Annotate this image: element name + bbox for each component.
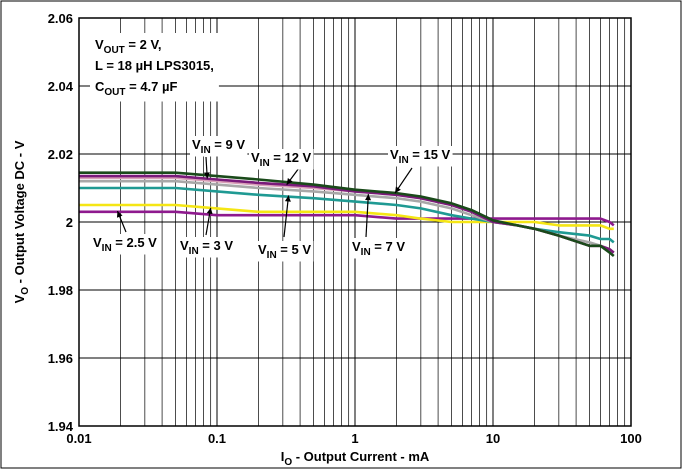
condition-line-0-part: OUT [104,45,125,56]
series-label-bg-1 [178,237,236,258]
series-label-bg-0 [91,234,160,255]
series-label-4-part: = 9 V [211,137,246,152]
condition-line-0-part: = 2 V, [125,37,162,52]
y-tick-label: 2 [66,215,73,230]
series-label-bg-3 [350,238,408,259]
series-label-4: VIN = 9 V [192,137,245,156]
x-tick-label: 0.1 [208,431,226,446]
x-axis-title: IO - Output Current - mA [281,449,430,468]
axes: 0.01 0.1 1 10 1001.941.961.9822.022.042.06IO… [12,11,642,468]
x-tick-label: 10 [486,431,500,446]
x-tick-label: 100 [620,431,642,446]
series-label-3-part: = 7 V [371,239,406,254]
condition-line-2-part: OUT [104,87,125,98]
condition-line-2-part: = 4.7 µF [126,79,178,94]
series-label-4-part: IN [201,145,211,156]
series-label-3: VIN = 7 V [352,239,405,258]
annotation-arrowhead-0 [116,211,123,218]
series-label-2-part: = 5 V [277,242,312,257]
series-annotations: VIN = 2.5 V VIN = 3 V VIN = 5 V VIN = 7 VVI… [91,136,453,262]
condition-line-2: COUT = 4.7 µF [95,79,177,98]
series-label-5-part: V [251,150,260,165]
y-tick-label: 1.96 [48,351,73,366]
series-label-1-part: = 3 V [199,238,234,253]
x-tick-label: 1 [351,431,358,446]
annotation-arrowhead-4 [203,172,210,179]
y-axis-title: VO - Output Voltage DC - V [12,140,31,303]
series-label-3-part: V [352,239,361,254]
annotation-arrowhead-6 [395,186,401,194]
series-label-2-part: IN [267,250,277,261]
series-label-4-part: V [192,137,201,152]
y-tick-label: 1.94 [48,419,74,434]
annotation-arrowhead-3 [365,194,372,201]
series-label-bg-6 [388,146,453,167]
conditions-box: VOUT = 2 V,L = 18 µH LPS3015,COUT = 4.7 … [90,33,219,102]
condition-line-0: VOUT = 2 V, [95,37,162,56]
series-label-5: VIN = 12 V [251,150,312,169]
x-axis-title-part: O [284,457,292,468]
x-axis-title-part: I [281,449,285,464]
condition-line-1: L = 18 µH LPS3015, [95,58,214,73]
series-label-5-part: = 12 V [270,150,312,165]
series-label-6: VIN = 15 V [390,147,451,166]
series-label-6-part: IN [399,155,409,166]
grid [78,17,632,427]
series-line-3 [79,179,615,254]
y-tick-label: 2.02 [48,147,73,162]
x-tick-label: 0.01 [66,431,91,446]
series-line-1 [79,203,614,231]
series-lines [79,171,615,258]
series-line-0 [79,210,615,227]
annotation-leader-3 [365,194,369,238]
annotation-arrowhead-2 [284,195,291,202]
plot-frame [78,17,632,427]
series-line-6 [79,171,615,258]
series-label-0-part: = 2.5 V [112,235,157,250]
annotation-arrowhead-1 [206,207,213,215]
series-label-6-part: V [390,147,399,162]
y-axis-title-part: V [12,294,27,303]
series-label-2: VIN = 5 V [258,242,311,261]
conditions-bg [90,33,219,102]
y-tick-label: 2.06 [48,11,73,26]
y-tick-label: 2.04 [48,79,74,94]
series-line-2 [79,186,615,244]
series-label-1-part: IN [189,246,199,257]
condition-line-2-part: C [95,79,105,94]
series-label-bg-5 [249,149,314,170]
series-label-1: VIN = 3 V [180,238,233,257]
series-label-5-part: IN [260,158,270,169]
y-axis-title-part: - Output Voltage DC - V [12,140,27,287]
condition-line-1-part: L = 18 µH LPS3015, [95,58,214,73]
series-label-6-part: = 15 V [409,147,451,162]
series-label-0-part: IN [102,243,112,254]
series-label-bg-2 [256,241,314,262]
annotation-leader-2 [283,195,290,238]
series-label-bg-4 [190,136,248,157]
series-label-3-part: IN [361,247,371,258]
annotation-arrowhead-5 [286,177,293,185]
condition-line-0-part: V [95,37,104,52]
series-label-0-part: V [93,235,102,250]
x-axis-title-part: - Output Current - mA [292,449,430,464]
series-label-1-part: V [180,238,189,253]
y-axis-title-part: O [20,287,31,295]
series-label-2-part: V [258,242,267,257]
y-tick-label: 1.98 [48,283,73,298]
series-label-0: VIN = 2.5 V [93,235,157,254]
